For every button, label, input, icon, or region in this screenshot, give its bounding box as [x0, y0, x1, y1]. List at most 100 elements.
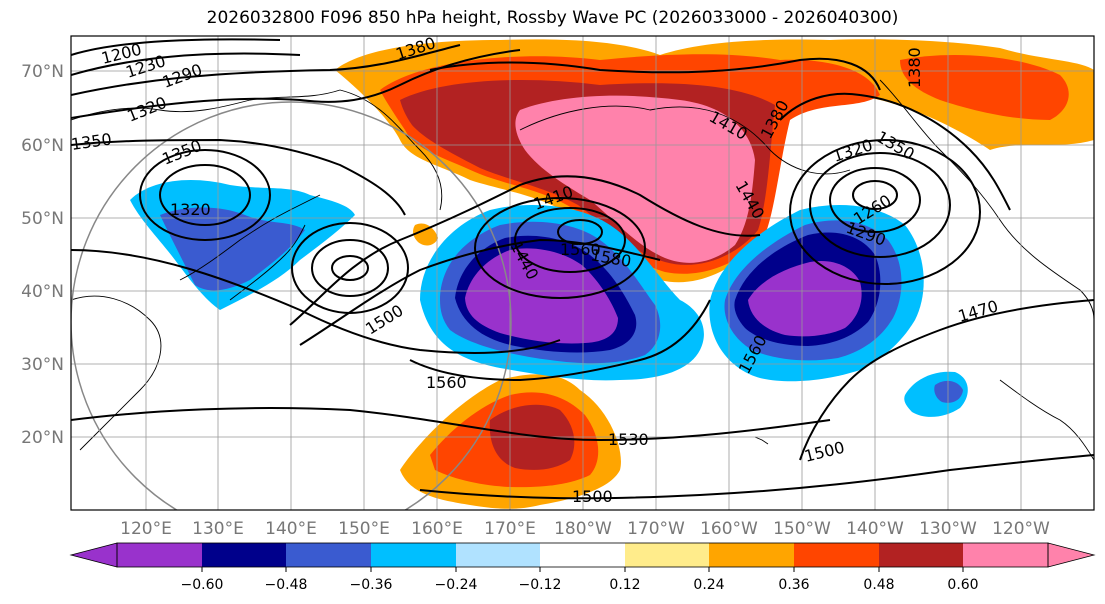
coast-hawaii — [754, 436, 769, 445]
contour-1230 — [71, 52, 301, 76]
lon-label: 120°E — [120, 519, 172, 539]
shade-orange-spot — [413, 223, 438, 246]
contour-1290 — [71, 44, 461, 96]
contour-1500-south — [419, 454, 1094, 500]
contour-low-central-outer — [474, 197, 646, 299]
contour-label: 1500 — [572, 487, 613, 506]
contour-low-gulf-2 — [809, 152, 951, 258]
contour-label: 1320 — [170, 200, 211, 219]
contour-low-central-mid — [514, 207, 626, 273]
lat-label: 70°N — [21, 62, 64, 82]
shade-pink-north — [515, 95, 755, 263]
lat-axis-labels: 70°N 60°N 50°N 40°N 30°N 20°N — [21, 62, 64, 448]
colorbar-segment — [963, 543, 1048, 567]
coast-mexico — [999, 379, 1094, 461]
colorbar-segment — [456, 543, 540, 567]
shade-purple-east — [748, 260, 862, 337]
contour-low-japan-mid — [311, 239, 389, 297]
colorbar-extend-min — [69, 542, 118, 568]
contour-label: 1560 — [426, 373, 467, 392]
colorbar-tick-label: 0.36 — [778, 577, 809, 593]
colorbar-segment — [879, 543, 963, 567]
contour-low-gulf-inner — [852, 180, 898, 210]
shade-blue-small — [934, 380, 963, 403]
map-frame — [70, 35, 1095, 511]
coast-north-america — [879, 79, 1094, 321]
contour-label: 1560 — [560, 240, 601, 259]
colorbar-tick-label: −0.48 — [265, 577, 308, 593]
colorbar-tick-label: −0.12 — [519, 577, 562, 593]
contour-low-japan-inner — [331, 255, 369, 281]
contour-1410 — [289, 175, 761, 326]
contour-1380-east — [779, 92, 1011, 211]
lon-label: 160°W — [700, 519, 758, 539]
colorbar-ticks — [201, 567, 964, 572]
coast-siberia — [71, 89, 341, 121]
colorbar-tick-label: 0.48 — [863, 577, 894, 593]
lon-label: 140°E — [265, 519, 317, 539]
colorbar-tick-label: 0.60 — [947, 577, 978, 593]
lon-label: 130°W — [919, 519, 977, 539]
contour-1380 — [429, 57, 881, 91]
colorbar-tick-label: 0.12 — [609, 577, 640, 593]
lat-label: 20°N — [21, 428, 64, 448]
colorbar-segment — [286, 543, 371, 567]
plot-title: 2026032800 F096 850 hPa height, Rossby W… — [206, 8, 899, 28]
lon-label: 120°W — [992, 519, 1050, 539]
contour-1440 — [299, 238, 661, 346]
gridlines — [71, 36, 1094, 510]
colorbar-segment — [709, 543, 794, 567]
lon-label: 170°E — [484, 519, 536, 539]
map-content: 1200 1230 1290 1320 1350 1350 1380 1380 … — [71, 36, 1094, 510]
contour-low-gulf-1 — [829, 167, 921, 233]
contour-1530 — [71, 407, 831, 442]
contour-1500-west — [71, 249, 561, 354]
colorbar-extend-max — [1047, 542, 1096, 568]
lon-label: 180°W — [554, 519, 612, 539]
coast-alaska — [519, 105, 851, 175]
shade-blue-west — [160, 207, 305, 291]
contour-low-west-1320 — [159, 164, 251, 226]
contour-label: 1530 — [608, 430, 649, 449]
colorbar-segments — [117, 543, 1048, 567]
lat-label: 50°N — [21, 209, 64, 229]
colorbar-segment — [117, 543, 202, 567]
colorbar-tick-label: −0.60 — [181, 577, 224, 593]
colorbar-segment — [625, 543, 709, 567]
contour-1470 — [799, 299, 1094, 461]
contour-label: 1380 — [905, 47, 924, 88]
colorbar-tick-label: −0.36 — [350, 577, 393, 593]
coastlines — [71, 79, 1094, 461]
lon-label: 170°W — [627, 519, 685, 539]
coast-kamchatka — [339, 89, 443, 211]
lat-label: 40°N — [21, 282, 64, 302]
lon-label: 150°E — [338, 519, 390, 539]
height-contours — [71, 38, 1094, 500]
lon-label: 130°E — [192, 519, 244, 539]
contour-1350 — [71, 138, 406, 216]
colorbar-segment — [371, 543, 456, 567]
contour-1320 — [71, 49, 521, 119]
colorbar: −0.60 −0.48 −0.36 −0.24 −0.12 0.12 0.24 … — [69, 542, 1096, 593]
range-ring — [71, 101, 512, 510]
colorbar-segment — [794, 543, 879, 567]
contour-1200 — [71, 38, 281, 56]
colorbar-segment — [202, 543, 286, 567]
lon-axis-labels: 120°E 130°E 140°E 150°E 160°E 170°E 180°… — [120, 519, 1050, 539]
lat-label: 30°N — [21, 355, 64, 375]
lon-label: 160°E — [411, 519, 463, 539]
colorbar-segment — [540, 543, 625, 567]
contour-1560 — [409, 299, 711, 382]
colorbar-frame — [116, 542, 1049, 568]
coast-china — [71, 295, 162, 451]
lat-label: 60°N — [21, 136, 64, 156]
anomaly-positive-south — [400, 374, 621, 509]
coast-korea-japan — [179, 194, 321, 281]
colorbar-tick-label: −0.24 — [435, 577, 478, 593]
lon-label: 140°W — [846, 519, 904, 539]
contour-low-west-1350 — [139, 149, 271, 241]
contour-low-gulf-3 — [789, 139, 981, 285]
contour-low-central-inner — [557, 219, 603, 245]
colorbar-tick-label: 0.24 — [693, 577, 724, 593]
